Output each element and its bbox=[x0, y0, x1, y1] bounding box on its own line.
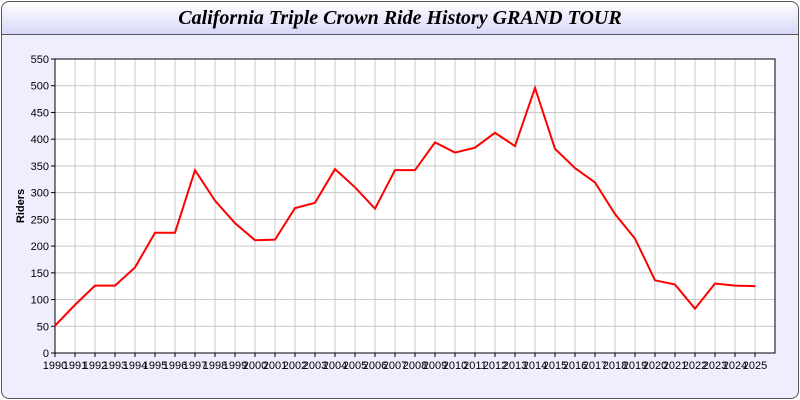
x-tick-label: 2008 bbox=[403, 360, 427, 372]
x-tick-label: 2024 bbox=[723, 360, 747, 372]
y-tick-label: 100 bbox=[31, 295, 49, 307]
x-tick-label: 1997 bbox=[183, 360, 207, 372]
data-point bbox=[94, 284, 96, 287]
x-tick-label: 2021 bbox=[663, 360, 687, 372]
x-tick-label: 2018 bbox=[603, 360, 627, 372]
chart-title: California Triple Crown Ride History GRA… bbox=[178, 7, 622, 29]
x-tick-label: 1991 bbox=[63, 360, 87, 372]
x-tick-label: 1993 bbox=[103, 360, 127, 372]
x-tick-label: 1994 bbox=[123, 360, 147, 372]
data-point bbox=[394, 169, 396, 171]
x-tick-label: 2015 bbox=[543, 360, 567, 372]
data-point bbox=[614, 213, 616, 215]
data-point bbox=[74, 304, 76, 306]
data-point bbox=[674, 283, 676, 286]
x-tick-label: 2023 bbox=[703, 360, 727, 372]
x-tick-label: 1992 bbox=[83, 360, 107, 372]
data-point bbox=[494, 131, 496, 134]
y-tick-label: 450 bbox=[31, 107, 49, 119]
x-tick-label: 2019 bbox=[623, 360, 647, 372]
data-point bbox=[214, 199, 216, 202]
x-tick-label: 2006 bbox=[363, 360, 387, 372]
data-point bbox=[654, 279, 656, 282]
x-tick-label: 2022 bbox=[683, 360, 707, 372]
x-tick-label: 2007 bbox=[383, 360, 407, 372]
x-tick-label: 1990 bbox=[43, 360, 67, 372]
x-tick-label: 2016 bbox=[563, 360, 587, 372]
data-point bbox=[234, 222, 236, 224]
data-point bbox=[114, 284, 116, 287]
x-tick-label: 1998 bbox=[203, 360, 227, 372]
data-point bbox=[254, 239, 256, 242]
data-point bbox=[154, 231, 156, 234]
data-point bbox=[734, 284, 736, 287]
y-tick-label: 0 bbox=[43, 348, 49, 360]
x-tick-label: 2000 bbox=[243, 360, 267, 372]
y-tick-label: 350 bbox=[31, 161, 49, 173]
x-tick-label: 2020 bbox=[643, 360, 667, 372]
data-point bbox=[194, 169, 196, 171]
x-tick-label: 2004 bbox=[323, 360, 347, 372]
x-tick-label: 1996 bbox=[163, 360, 187, 372]
data-point bbox=[554, 148, 556, 150]
data-point bbox=[414, 169, 416, 171]
x-tick-label: 2005 bbox=[343, 360, 367, 372]
data-point bbox=[634, 237, 636, 240]
x-tick-label: 2014 bbox=[523, 360, 547, 372]
x-tick-label: 1999 bbox=[223, 360, 247, 372]
y-axis-label: Riders bbox=[15, 189, 27, 223]
x-tick-label: 2003 bbox=[303, 360, 327, 372]
data-point bbox=[514, 145, 516, 147]
y-tick-label: 300 bbox=[31, 188, 49, 200]
data-point bbox=[594, 181, 596, 184]
y-tick-label: 550 bbox=[31, 54, 49, 66]
x-tick-label: 2002 bbox=[283, 360, 307, 372]
x-tick-label: 2017 bbox=[583, 360, 607, 372]
data-point bbox=[714, 282, 716, 285]
data-point bbox=[274, 238, 276, 241]
series-line bbox=[54, 84, 756, 327]
data-point bbox=[294, 207, 296, 209]
data-point bbox=[574, 167, 576, 169]
data-point bbox=[694, 307, 696, 310]
plot-border bbox=[54, 58, 776, 354]
data-point bbox=[534, 87, 536, 89]
x-tick-label: 2013 bbox=[503, 360, 527, 372]
data-point bbox=[314, 201, 316, 204]
data-point bbox=[334, 168, 336, 170]
x-tick-label: 2001 bbox=[263, 360, 287, 372]
x-tick-label: 2025 bbox=[743, 360, 767, 372]
x-tick-label: 2010 bbox=[443, 360, 467, 372]
y-tick-label: 500 bbox=[31, 81, 49, 93]
y-tick-label: 250 bbox=[31, 214, 49, 226]
data-point bbox=[434, 141, 436, 144]
x-tick-label: 1995 bbox=[143, 360, 167, 372]
y-tick-label: 400 bbox=[31, 134, 49, 146]
y-tick-label: 50 bbox=[37, 321, 49, 333]
x-tick-label: 2012 bbox=[483, 360, 507, 372]
data-point bbox=[134, 266, 136, 269]
data-point bbox=[54, 324, 56, 327]
data-point bbox=[374, 207, 376, 210]
data-point bbox=[454, 151, 456, 154]
data-point bbox=[754, 285, 756, 287]
y-tick-label: 200 bbox=[31, 241, 49, 253]
x-tick-label: 2009 bbox=[423, 360, 447, 372]
chart-header: California Triple Crown Ride History GRA… bbox=[2, 2, 798, 35]
data-point bbox=[174, 231, 176, 234]
y-tick-label: 150 bbox=[31, 268, 49, 280]
data-point bbox=[474, 146, 476, 149]
x-tick-label: 2011 bbox=[463, 360, 487, 372]
data-point bbox=[354, 186, 356, 189]
